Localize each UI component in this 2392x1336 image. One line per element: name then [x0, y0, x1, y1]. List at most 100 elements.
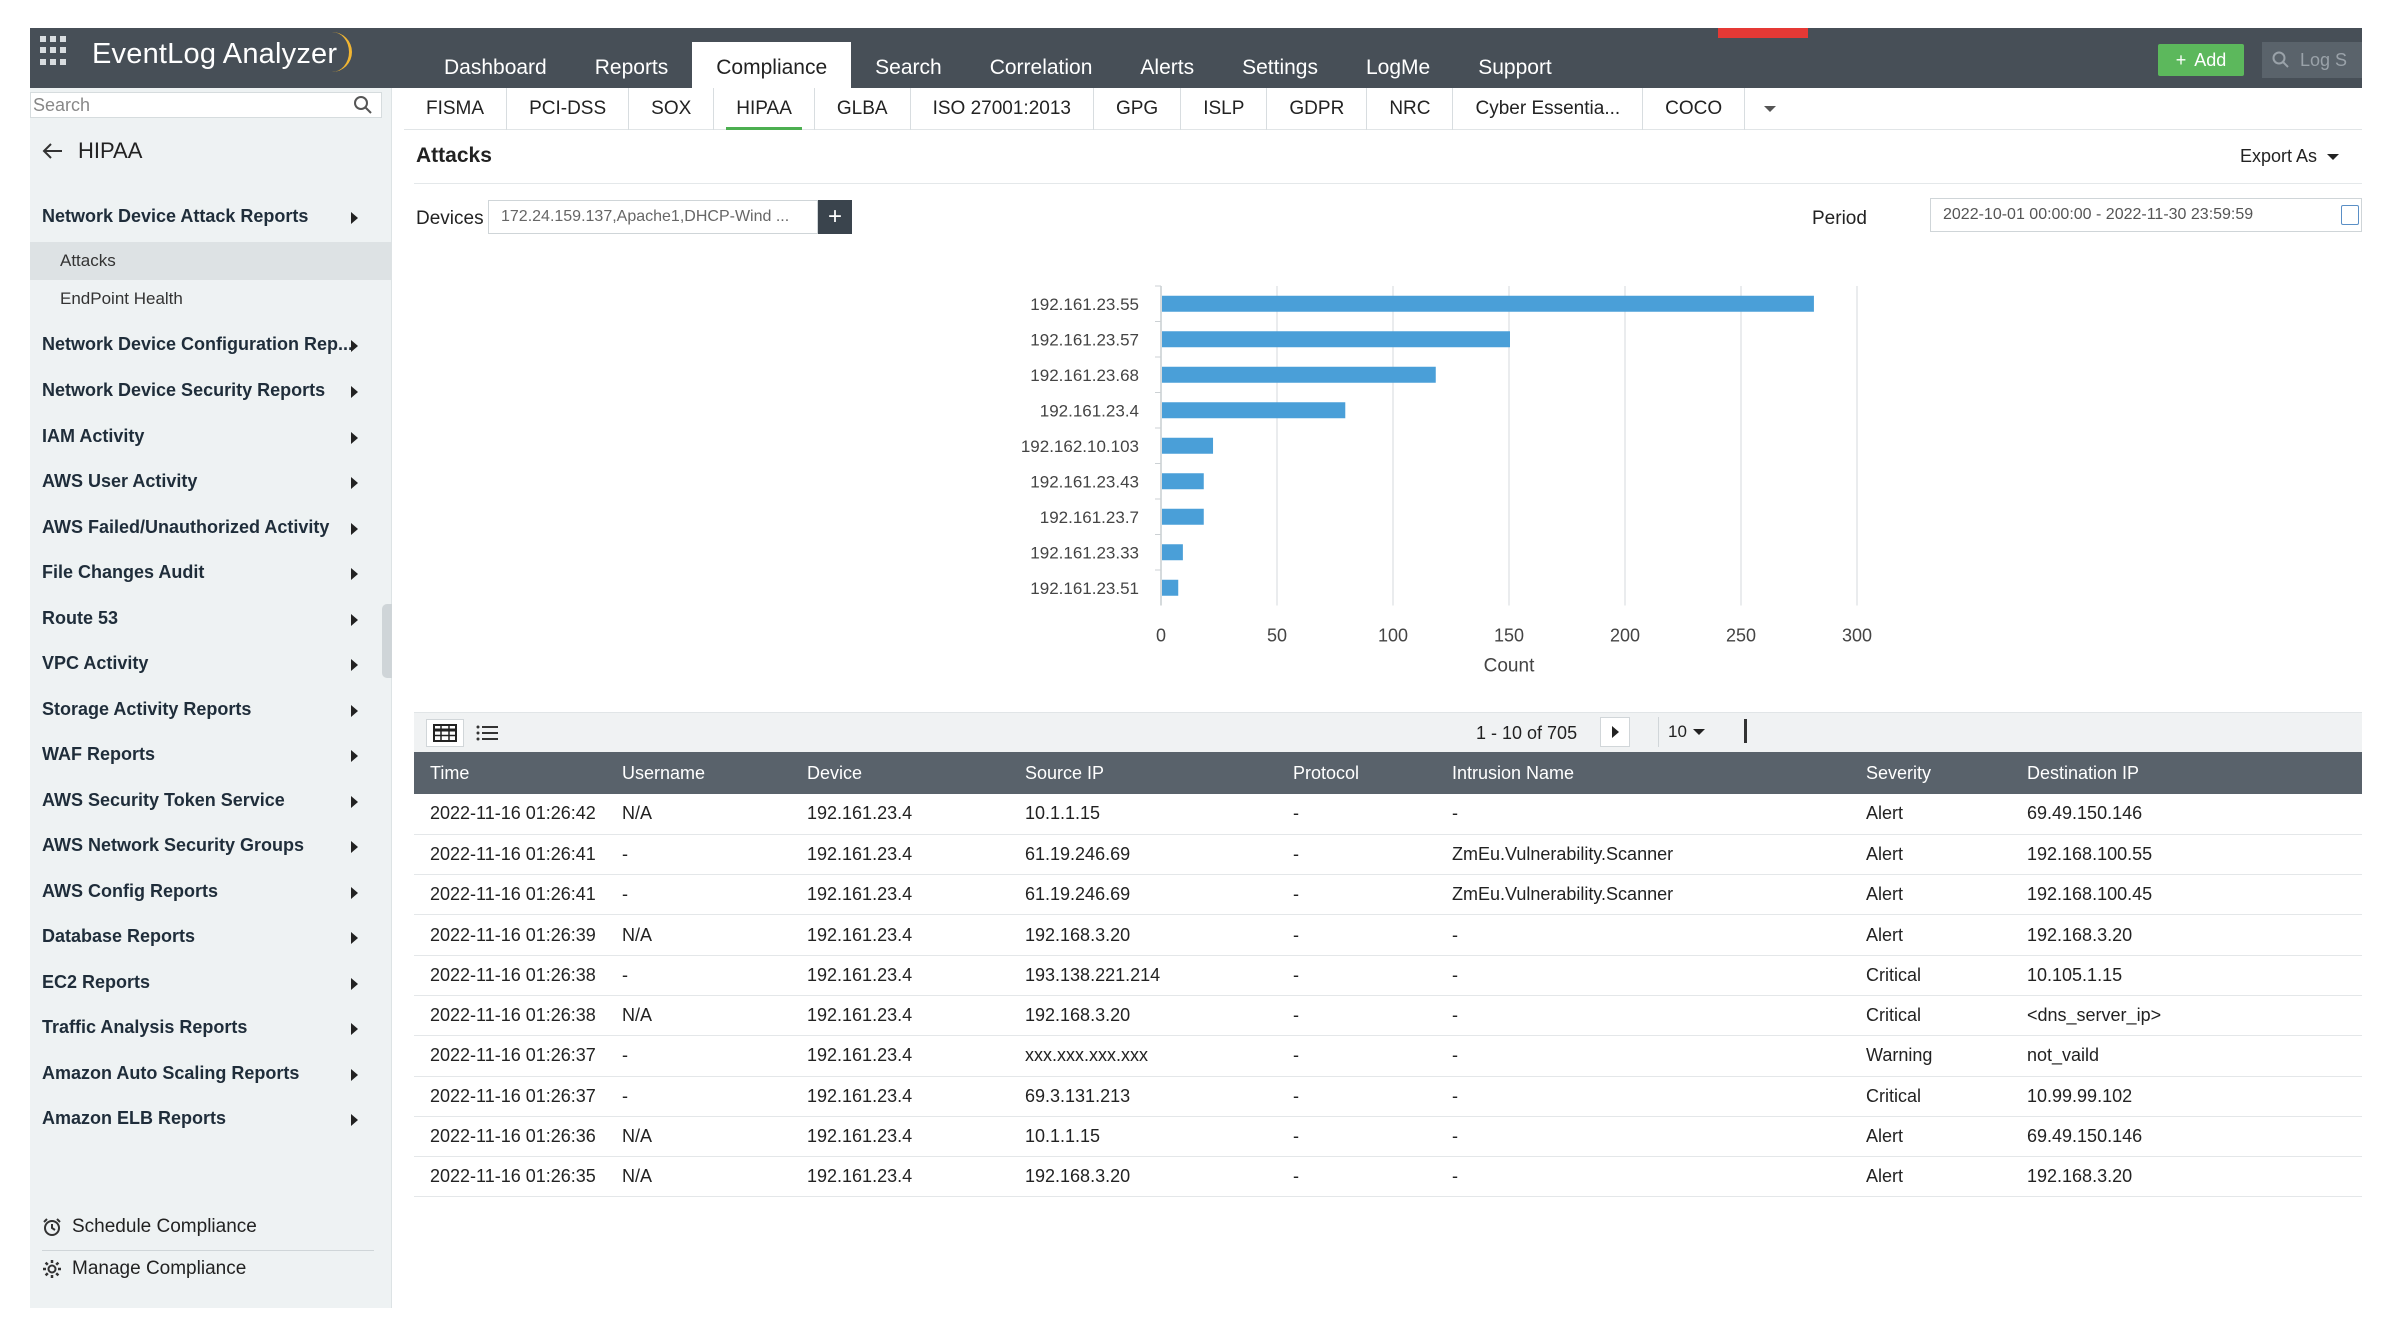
tab-gdpr[interactable]: GDPR — [1267, 87, 1368, 130]
table-row[interactable]: 2022-11-16 01:26:38 N/A 192.161.23.4 192.16… — [414, 995, 2362, 1037]
cell-severity: Alert — [1850, 874, 2011, 916]
sidebar-item-iam-activity[interactable]: IAM Activity — [42, 426, 382, 447]
sidebar-item-label: AWS Config Reports — [42, 881, 218, 901]
nav-dashboard[interactable]: Dashboard — [444, 56, 547, 79]
sidebar-item-network-device-security[interactable]: Network Device Security Reports — [42, 380, 382, 401]
top-notification-badge[interactable] — [1718, 28, 1808, 38]
manage-compliance-link[interactable]: Manage Compliance — [42, 1258, 246, 1280]
sidebar-item-file-changes-audit[interactable]: File Changes Audit — [42, 562, 382, 583]
sidebar-item-label: Route 53 — [42, 608, 119, 628]
sidebar-item-waf-reports[interactable]: WAF Reports — [42, 744, 382, 765]
sidebar-item-amazon-elb[interactable]: Amazon ELB Reports — [42, 1108, 382, 1129]
cell-protocol: - — [1277, 995, 1436, 1037]
calendar-icon[interactable] — [2341, 205, 2359, 225]
cell-time: 2022-11-16 01:26:36 — [414, 1116, 606, 1158]
tab-pci-dss[interactable]: PCI-DSS — [507, 87, 630, 130]
nav-reports[interactable]: Reports — [594, 56, 669, 79]
cell-time: 2022-11-16 01:26:37 — [414, 1076, 606, 1117]
tab-fisma[interactable]: FISMA — [404, 87, 508, 130]
expand-arrow-icon — [351, 978, 358, 990]
search-icon[interactable] — [353, 95, 373, 115]
cell-time: 2022-11-16 01:26:41 — [414, 874, 606, 916]
sidebar-item-network-device-attack-reports[interactable]: Network Device Attack Reports — [42, 206, 382, 227]
col-destination-ip[interactable]: Destination IP — [2011, 752, 2362, 794]
sidebar-item-aws-network-security-groups[interactable]: AWS Network Security Groups — [42, 835, 382, 856]
table-row[interactable]: 2022-11-16 01:26:37-192.161.23.4 xxx.xxx.… — [414, 1035, 2362, 1077]
compliance-tabs: FISMA PCI-DSS SOX HIPAA GLBA ISO 27001:2… — [404, 87, 2362, 130]
sidebar-item-amazon-auto-scaling[interactable]: Amazon Auto Scaling Reports — [42, 1063, 382, 1084]
col-source-ip[interactable]: Source IP — [1009, 752, 1277, 794]
schedule-compliance-link[interactable]: Schedule Compliance — [42, 1216, 257, 1238]
sidebar-header[interactable]: HIPAA — [42, 138, 142, 164]
col-intrusion-name[interactable]: Intrusion Name — [1436, 752, 1850, 794]
alarm-clock-icon — [43, 1218, 61, 1236]
table-row[interactable]: 2022-11-16 01:26:37-192.161.23.4 69.3.131… — [414, 1076, 2362, 1117]
per-page-select[interactable]: 10 — [1658, 717, 1714, 747]
y-category-label: 192.161.23.68 — [1030, 366, 1139, 385]
sidebar-subitem-endpoint-health[interactable]: EndPoint Health — [60, 289, 183, 308]
nav-settings[interactable]: Settings — [1242, 56, 1318, 79]
y-category-label: 192.162.10.103 — [1021, 437, 1139, 456]
table-row[interactable]: 2022-11-16 01:26:41-192.161.23.4 61.19.24… — [414, 874, 2362, 916]
nav-support[interactable]: Support — [1478, 56, 1552, 79]
x-tick-label: 50 — [1267, 626, 1287, 646]
more-tabs-dropdown[interactable] — [1745, 88, 1795, 130]
sidebar-item-network-device-configuration[interactable]: Network Device Configuration Rep... — [42, 334, 382, 355]
sidebar-item-aws-user-activity[interactable]: AWS User Activity — [42, 471, 382, 492]
tab-islp[interactable]: ISLP — [1181, 87, 1268, 130]
column-settings-edge[interactable] — [1744, 719, 1747, 743]
table-view-button[interactable] — [426, 719, 464, 747]
tab-glba[interactable]: GLBA — [815, 87, 911, 130]
bar — [1162, 295, 1814, 312]
col-username[interactable]: Username — [606, 752, 791, 794]
next-page-button[interactable] — [1600, 717, 1630, 747]
app-grid-icon[interactable] — [40, 36, 70, 66]
table-row[interactable]: 2022-11-16 01:26:35 N/A 192.161.23.4 192.16… — [414, 1156, 2362, 1198]
tab-hipaa[interactable]: HIPAA — [714, 87, 815, 130]
nav-logme[interactable]: LogMe — [1366, 56, 1431, 79]
col-time[interactable]: Time — [414, 752, 606, 794]
export-as-button[interactable]: Export As — [2240, 146, 2340, 167]
sidebar-search-input[interactable]: Search — [30, 92, 382, 118]
tab-coco[interactable]: COCO — [1643, 87, 1746, 130]
nav-compliance[interactable]: Compliance — [692, 42, 852, 88]
sidebar-item-storage-activity[interactable]: Storage Activity Reports — [42, 699, 382, 720]
table-row[interactable]: 2022-11-16 01:26:41-192.161.23.4 61.19.24… — [414, 834, 2362, 876]
table-row[interactable]: 2022-11-16 01:26:42 N/A 192.161.23.4 10.1.1… — [414, 794, 2362, 835]
sidebar-item-traffic-analysis[interactable]: Traffic Analysis Reports — [42, 1017, 382, 1038]
list-view-button[interactable] — [468, 719, 506, 747]
app-window: EventLog Analyzer Dashboard Reports Comp… — [30, 28, 2362, 1308]
tab-cyber-essentials[interactable]: Cyber Essentia... — [1453, 87, 1644, 130]
period-field[interactable]: 2022-10-01 00:00:00 - 2022-11-30 23:59:5… — [1930, 198, 2362, 232]
col-severity[interactable]: Severity — [1850, 752, 2011, 794]
tab-iso-27001[interactable]: ISO 27001:2013 — [911, 87, 1094, 130]
nav-alerts[interactable]: Alerts — [1140, 56, 1195, 79]
sidebar-item-aws-security-token[interactable]: AWS Security Token Service — [42, 790, 382, 811]
tab-sox[interactable]: SOX — [629, 87, 715, 130]
nav-search[interactable]: Search — [875, 56, 942, 79]
add-device-button[interactable]: + — [818, 200, 852, 234]
table-row[interactable]: 2022-11-16 01:26:38-192.161.23.4 193.138.… — [414, 955, 2362, 996]
sidebar-item-route-53[interactable]: Route 53 — [42, 608, 382, 629]
log-search-box[interactable]: Log S — [2262, 42, 2362, 78]
tab-nrc[interactable]: NRC — [1367, 87, 1454, 130]
col-device[interactable]: Device — [791, 752, 1009, 794]
table-row[interactable]: 2022-11-16 01:26:39 N/A 192.161.23.4 192.16… — [414, 914, 2362, 956]
sidebar-item-aws-config-reports[interactable]: AWS Config Reports — [42, 881, 382, 902]
back-arrow-icon[interactable] — [42, 142, 64, 160]
y-category-label: 192.161.23.4 — [1040, 401, 1139, 420]
sidebar-item-vpc-activity[interactable]: VPC Activity — [42, 653, 382, 674]
sidebar-item-database-reports[interactable]: Database Reports — [42, 926, 382, 947]
tab-gpg[interactable]: GPG — [1094, 87, 1182, 130]
devices-field[interactable]: 172.24.159.137,Apache1,DHCP-Wind ... — [488, 200, 818, 234]
expand-arrow-icon — [351, 568, 358, 580]
col-protocol[interactable]: Protocol — [1277, 752, 1436, 794]
add-button[interactable]: + Add — [2158, 44, 2244, 76]
sidebar-item-ec2-reports[interactable]: EC2 Reports — [42, 972, 382, 993]
sidebar-item-aws-failed-activity[interactable]: AWS Failed/Unauthorized Activity — [42, 517, 382, 538]
sidebar-subitem-attacks[interactable]: Attacks — [30, 242, 392, 280]
cell-time: 2022-11-16 01:26:38 — [414, 955, 606, 996]
nav-correlation[interactable]: Correlation — [989, 56, 1093, 79]
sidebar-collapse-handle[interactable] — [382, 604, 392, 678]
table-row[interactable]: 2022-11-16 01:26:36 N/A 192.161.23.4 10.1.1… — [414, 1116, 2362, 1158]
